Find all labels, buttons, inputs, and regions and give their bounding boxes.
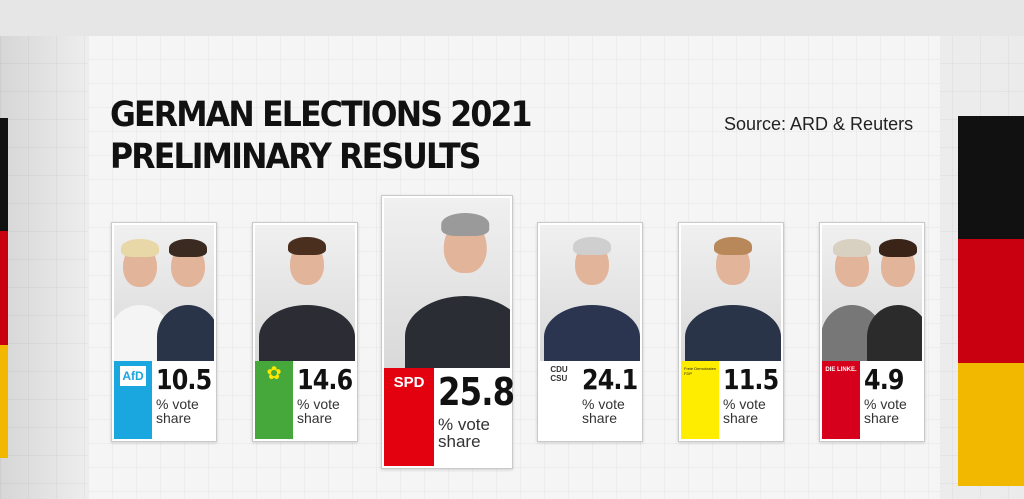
party-logo-afd: AfD — [114, 361, 152, 439]
party-card-spd: SPD 25.8% vote share — [381, 195, 515, 469]
candidate-silhouette — [403, 198, 510, 368]
vote-share-value: 11.5 — [723, 363, 779, 396]
vote-share-unit: % vote share — [297, 395, 340, 426]
unit-line-1: % vote — [156, 395, 199, 412]
vote-share-value: 14.6 — [297, 363, 353, 396]
candidate-silhouette — [257, 225, 355, 361]
vote-share-unit: % vote share — [723, 395, 766, 426]
candidate-photo — [822, 225, 922, 361]
unit-line-2: share — [297, 409, 333, 426]
candidate-photo — [681, 225, 781, 361]
unit-line-2: share — [438, 431, 481, 451]
party-card-afd: AfD 10.5% vote share — [111, 222, 217, 442]
party-card-greens: ✿ 14.6% vote share — [252, 222, 358, 442]
party-logo-text: CDU CSU — [550, 365, 568, 383]
unit-line-1: % vote — [864, 395, 907, 412]
candidate-silhouette — [138, 225, 214, 361]
party-card-fdp: Freie Demokraten FDP 11.5% vote share — [678, 222, 784, 442]
vote-share-unit: % vote share — [438, 414, 490, 451]
vote-share-value: 24.1 — [582, 363, 638, 396]
main-panel — [88, 36, 940, 499]
party-logo-text: ✿ — [266, 362, 282, 384]
unit-line-1: % vote — [582, 395, 625, 412]
party-logo-spd: SPD — [384, 368, 434, 466]
flag-band-black — [0, 118, 8, 232]
vote-share-unit: % vote share — [156, 395, 199, 426]
candidate-silhouette — [683, 225, 781, 361]
party-logo-text: DIE LINKE. — [825, 367, 857, 373]
party-logo-fdp: Freie Demokraten FDP — [681, 361, 719, 439]
unit-line-2: share — [156, 409, 192, 426]
party-card-die-linke: DIE LINKE. 4.9% vote share — [819, 222, 925, 442]
unit-line-1: % vote — [723, 395, 766, 412]
title-line-2: PRELIMINARY RESULTS — [110, 137, 481, 177]
unit-line-2: share — [723, 409, 759, 426]
flag-band-red — [0, 231, 8, 345]
unit-line-1: % vote — [297, 395, 340, 412]
candidate-photo — [540, 225, 640, 361]
german-flag-right — [958, 116, 1024, 487]
german-flag-left — [0, 118, 8, 459]
candidate-photo — [114, 225, 214, 361]
party-logo-cdu-csu: CDU CSU — [540, 361, 578, 439]
source-label: Source: ARD & Reuters — [724, 114, 914, 134]
candidate-photo — [255, 225, 355, 361]
vote-share-value: 25.8 — [438, 370, 515, 414]
title-line-1: GERMAN ELECTIONS 2021 — [110, 95, 533, 135]
party-card-cdu-csu: CDU CSU 24.1% vote share — [537, 222, 643, 442]
unit-line-1: % vote — [438, 414, 490, 434]
vote-share-value: 10.5 — [156, 363, 212, 396]
top-bar — [0, 0, 1024, 36]
party-logo-greens: ✿ — [255, 361, 293, 439]
unit-line-2: share — [582, 409, 618, 426]
flag-band-gold — [958, 362, 1024, 487]
vote-share-value: 4.9 — [864, 363, 904, 396]
candidate-silhouette — [542, 225, 640, 361]
flag-band-red — [958, 239, 1024, 363]
flag-band-black — [958, 116, 1024, 240]
vote-share-unit: % vote share — [582, 395, 625, 426]
flag-band-gold — [0, 344, 8, 459]
candidate-silhouette — [848, 225, 922, 361]
unit-line-2: share — [864, 409, 900, 426]
party-logo-text: Freie Demokraten FDP — [684, 366, 717, 376]
party-logo-text: SPD — [393, 373, 425, 391]
vote-share-unit: % vote share — [864, 395, 907, 426]
chart-title: GERMAN ELECTIONS 2021 PRELIMINARY RESULT… — [110, 94, 533, 178]
party-logo-text: AfD — [119, 365, 147, 387]
candidate-photo — [384, 198, 510, 368]
party-logo-die-linke: DIE LINKE. — [822, 361, 860, 439]
